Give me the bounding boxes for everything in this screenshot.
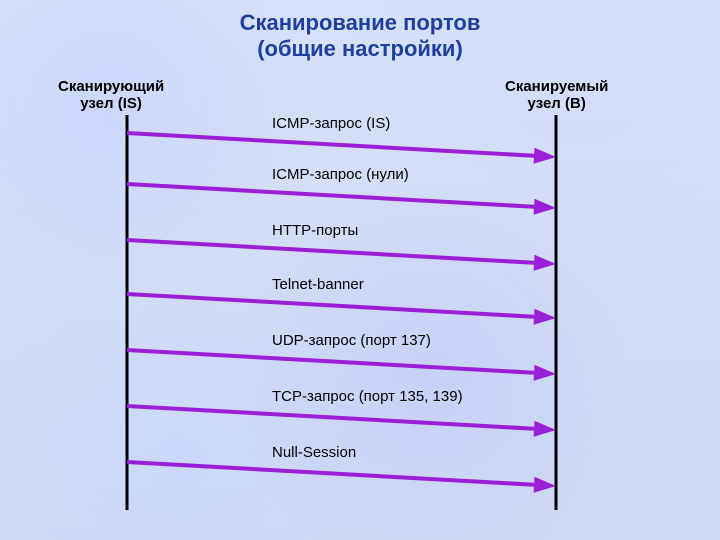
message-label: ICMP-запрос (IS) (272, 115, 390, 132)
arrowhead-icon (534, 255, 556, 271)
arrowhead-icon (534, 309, 556, 325)
message-arrow (127, 184, 534, 207)
arrowhead-icon (534, 199, 556, 215)
message-arrow (127, 294, 534, 317)
message-arrow (127, 350, 534, 373)
message-label: UDP-запрос (порт 137) (272, 332, 431, 349)
arrowhead-icon (534, 365, 556, 381)
arrowhead-icon (534, 421, 556, 437)
message-arrow (127, 133, 534, 156)
message-label: Telnet-banner (272, 276, 364, 293)
message-label: HTTP-порты (272, 222, 358, 239)
arrowhead-icon (534, 148, 556, 164)
message-label: Null-Session (272, 444, 356, 461)
message-label: ICMP-запрос (нули) (272, 166, 409, 183)
message-arrow (127, 240, 534, 263)
message-arrow (127, 406, 534, 429)
arrowhead-icon (534, 477, 556, 493)
message-arrow (127, 462, 534, 485)
sequence-diagram (0, 0, 720, 540)
message-label: TCP-запрос (порт 135, 139) (272, 388, 463, 405)
